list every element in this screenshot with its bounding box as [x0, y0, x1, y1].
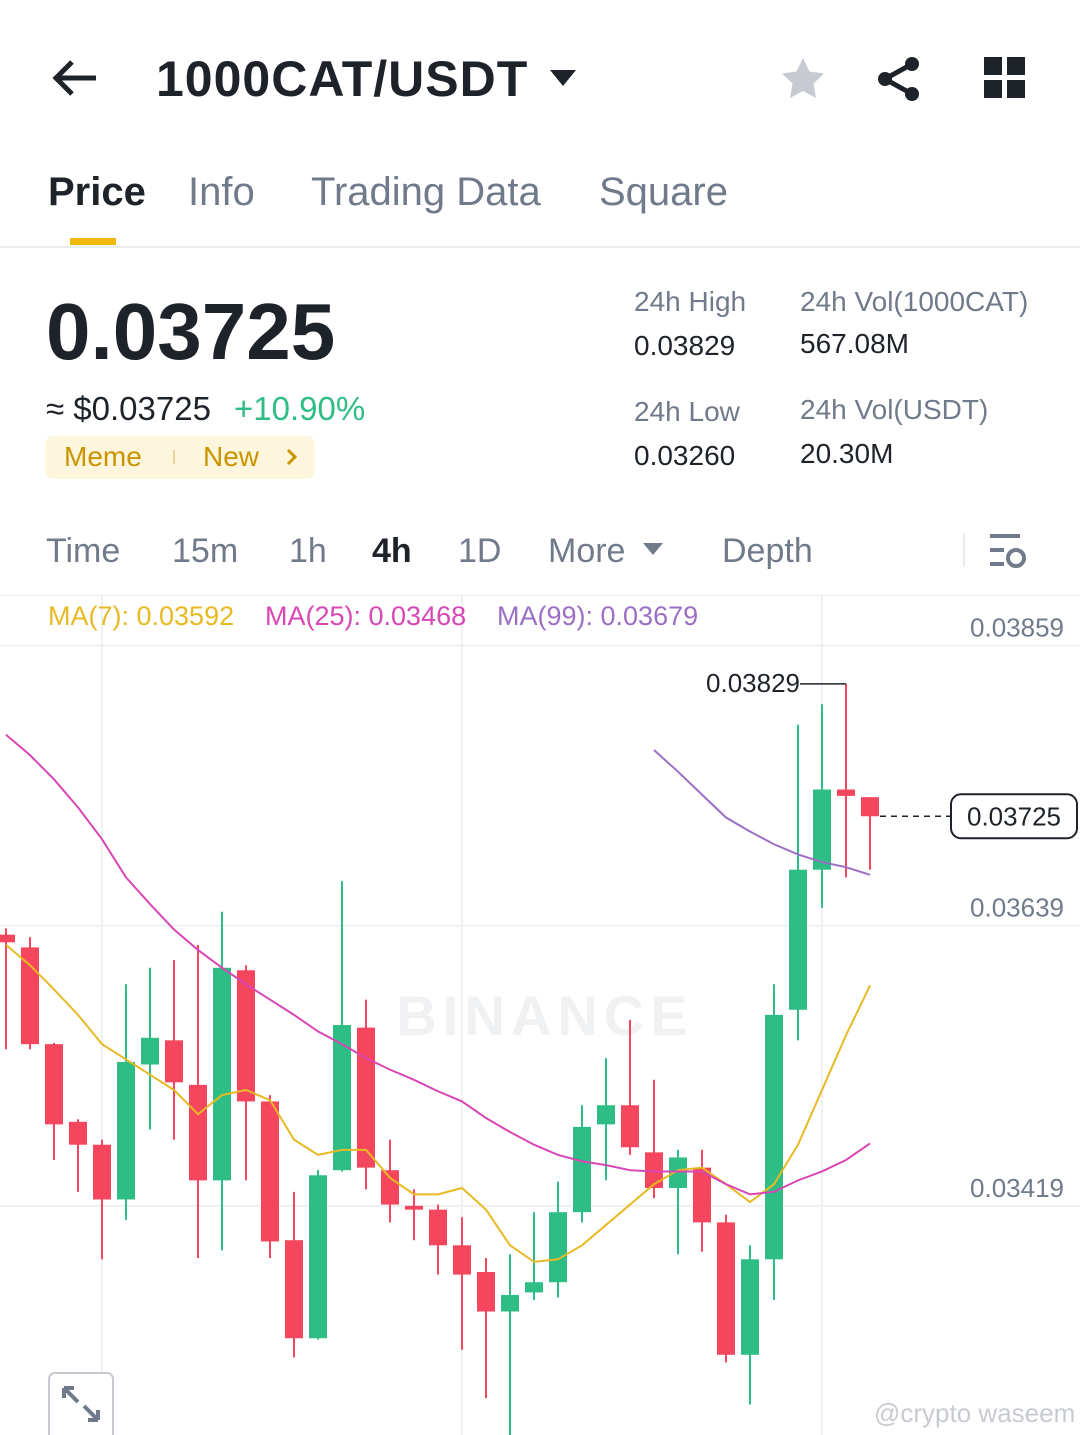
candle-body — [237, 970, 255, 1102]
stat-value: 20.30M — [800, 438, 894, 469]
candle-body — [285, 1240, 303, 1339]
high-annotation: 0.03829 — [706, 668, 800, 698]
candle-body — [861, 797, 879, 817]
candle-body — [117, 1061, 135, 1200]
chevron — [286, 448, 298, 466]
candle-body — [141, 1037, 159, 1065]
tag-separator — [173, 450, 175, 464]
divider — [0, 595, 1080, 596]
stat-label: 24h Low — [634, 396, 740, 427]
candle-body — [573, 1126, 591, 1213]
interval[interactable]: 15m — [172, 532, 239, 570]
tab[interactable]: Info — [188, 170, 255, 214]
interval[interactable]: More — [548, 532, 626, 570]
ma-line — [5, 734, 871, 1196]
candle-body — [741, 1259, 759, 1355]
candle-body — [813, 789, 831, 870]
candle-body — [429, 1209, 447, 1246]
y-tick-label: 0.03639 — [970, 893, 1064, 923]
candle-body — [381, 1170, 399, 1205]
interval[interactable]: Time — [46, 532, 121, 570]
candle-body — [645, 1152, 663, 1189]
candle-body — [453, 1245, 471, 1275]
tag-pill[interactable] — [45, 436, 315, 479]
pair-dropdown[interactable] — [548, 68, 578, 88]
y-tick-label: 0.03419 — [970, 1173, 1064, 1203]
share-icon[interactable] — [876, 56, 922, 102]
candle-body — [0, 934, 15, 943]
fiat-price: ≈ $0.03725 — [46, 390, 211, 427]
interval[interactable]: 1D — [458, 532, 502, 570]
candle-body — [309, 1175, 327, 1339]
candle-body — [765, 1014, 783, 1260]
tab-indicator — [70, 238, 116, 245]
favorite-icon[interactable] — [780, 56, 826, 102]
pair-title[interactable]: 1000CAT/USDT — [156, 51, 529, 107]
last-price-label: 0.03725 — [967, 801, 1061, 831]
stat-value: 0.03829 — [634, 330, 736, 361]
tab[interactable]: Trading Data — [311, 170, 541, 214]
interval[interactable]: 4h — [372, 532, 412, 570]
candle-body — [21, 947, 39, 1045]
chart-settings[interactable] — [988, 532, 1028, 570]
candle-body — [501, 1294, 519, 1312]
stat-label: 24h High — [634, 286, 747, 317]
candle-body — [405, 1205, 423, 1210]
ma-line — [653, 749, 871, 876]
legend-entry: MA(99): 0.03679 — [497, 601, 699, 631]
tag[interactable]: New — [203, 441, 260, 472]
legend-entry: MA(7): 0.03592 — [48, 601, 235, 631]
candle-body — [165, 1040, 183, 1083]
stat-label: 24h Vol(USDT) — [800, 394, 989, 425]
candle-body — [837, 789, 855, 796]
tag[interactable]: Meme — [64, 441, 142, 472]
candle-body — [261, 1101, 279, 1242]
candle-body — [693, 1167, 711, 1223]
credit: @crypto waseem — [874, 1398, 1076, 1428]
candle-body — [621, 1105, 639, 1148]
watermark: BINANCE — [396, 984, 693, 1047]
candle-body — [213, 967, 231, 1181]
candle-body — [189, 1084, 207, 1181]
back-button[interactable] — [50, 58, 100, 98]
legend-entry: MA(25): 0.03468 — [265, 601, 467, 631]
candle-body — [549, 1212, 567, 1283]
stat-value: 0.03260 — [634, 440, 736, 471]
candle-body — [93, 1144, 111, 1200]
candle-body — [69, 1121, 87, 1145]
last-price: 0.03725 — [46, 287, 336, 376]
candle-body — [45, 1044, 63, 1125]
candle-body — [717, 1222, 735, 1355]
interval[interactable]: Depth — [722, 532, 813, 570]
candle-body — [669, 1157, 687, 1189]
candle-body — [789, 869, 807, 1010]
candle-body — [333, 1025, 351, 1171]
candle-body — [477, 1272, 495, 1312]
divider — [0, 246, 1080, 248]
expand-button[interactable] — [48, 1372, 114, 1435]
price-change: +10.90% — [234, 390, 366, 427]
separator — [963, 533, 965, 567]
candle-body — [525, 1282, 543, 1293]
interval[interactable]: 1h — [289, 532, 327, 570]
tab[interactable]: Price — [48, 170, 146, 214]
y-tick-label: 0.03859 — [970, 613, 1064, 643]
stat-value: 567.08M — [800, 328, 909, 359]
last-price-box — [950, 793, 1078, 840]
more-dropdown[interactable] — [642, 542, 664, 556]
tab[interactable]: Square — [599, 170, 728, 214]
candle-body — [597, 1105, 615, 1125]
layout-icon[interactable] — [984, 57, 1026, 99]
candle-body — [357, 1027, 375, 1168]
stat-label: 24h Vol(1000CAT) — [800, 286, 1029, 317]
